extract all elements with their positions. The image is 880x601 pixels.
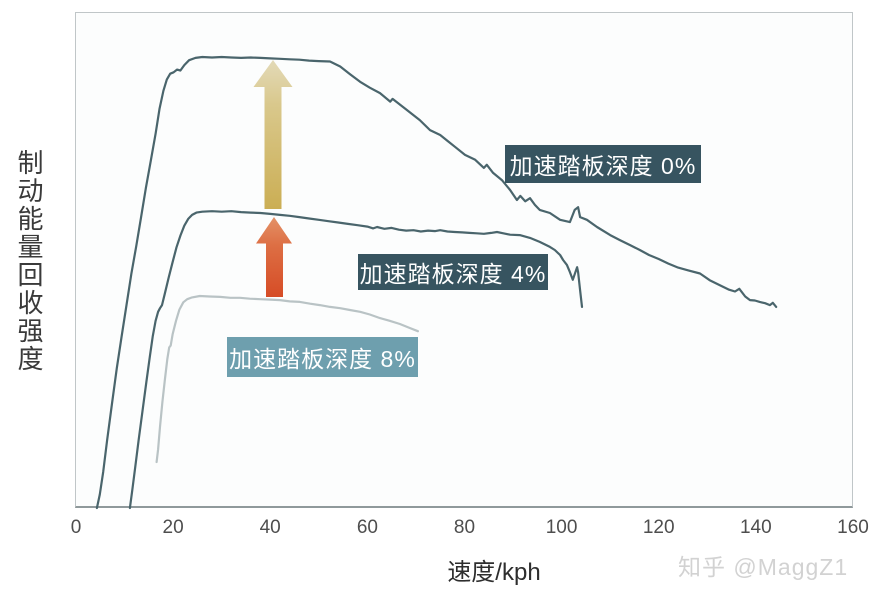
x-tick-160: 160 (837, 517, 869, 538)
x-tick-80: 80 (453, 517, 476, 538)
curve-pedal-4 (128, 210, 584, 510)
x-tick-60: 60 (356, 517, 378, 538)
curve-pedal-8 (155, 294, 419, 464)
annotation-pedal-0-label: 加速踏板深度 0% (509, 153, 697, 179)
x-axis-label: 速度/kph (447, 559, 541, 586)
series-layer (95, 55, 778, 510)
gold-up-arrow-icon (253, 60, 293, 209)
annotation-pedal-0: 加速踏板深度 0% (505, 145, 701, 183)
annotation-pedal-4-label: 加速踏板深度 4% (359, 261, 547, 287)
curve-pedal-0 (95, 55, 778, 510)
x-tick-0: 0 (70, 517, 82, 538)
watermark: 知乎 @MaggZ1 (678, 554, 849, 580)
x-tick-140: 140 (739, 517, 772, 538)
x-tick-100: 100 (545, 517, 578, 538)
annotation-pedal-8-label: 加速踏板深度 8% (229, 346, 416, 372)
annotation-pedal-4: 加速踏板深度 4% (358, 254, 548, 290)
x-tick-20: 20 (162, 517, 184, 538)
annotation-pedal-8: 加速踏板深度 8% (227, 337, 418, 377)
x-tick-120: 120 (642, 517, 675, 538)
orange-up-arrow-icon (256, 217, 292, 297)
y-axis-label: 制动能量回收强度 (14, 149, 44, 373)
x-tick-40: 40 (259, 517, 281, 538)
